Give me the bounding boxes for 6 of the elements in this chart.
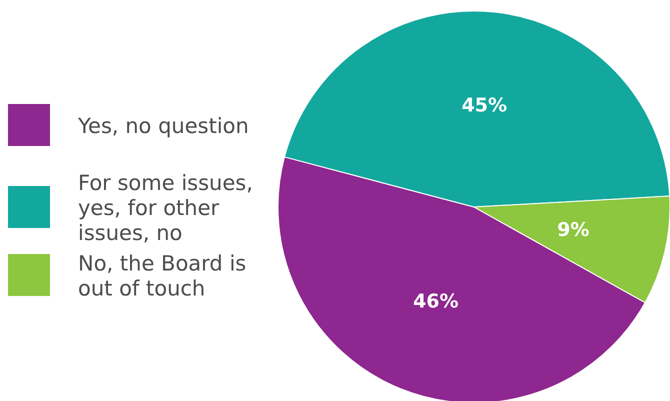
- legend-label: For some issues, yes, for other issues, no: [78, 171, 253, 245]
- data-label: 9%: [557, 218, 590, 241]
- legend-label: No, the Board is out of touch: [78, 252, 246, 300]
- data-label: 45%: [462, 94, 508, 117]
- data-label: 46%: [413, 290, 459, 312]
- legend-label: Yes, no question: [77, 114, 249, 138]
